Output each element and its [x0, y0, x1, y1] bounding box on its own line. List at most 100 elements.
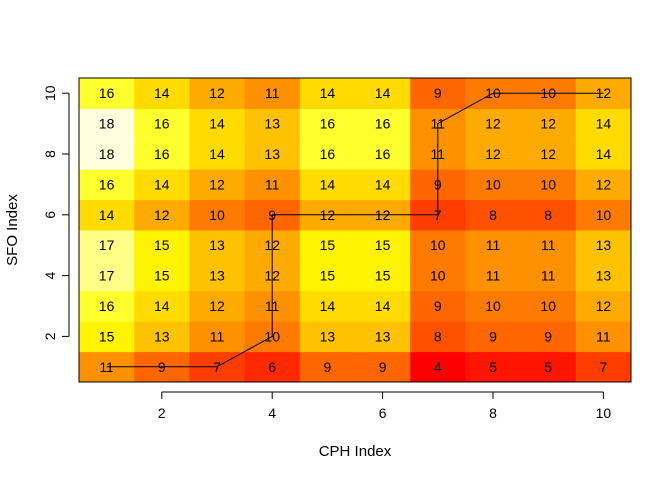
heatmap-cell [520, 290, 577, 322]
cell-value-label: 11 [431, 146, 446, 162]
cell-value-label: 12 [540, 146, 556, 162]
cell-value-label: 12 [209, 298, 225, 314]
heatmap-cell [575, 199, 632, 231]
heatmap-cell [465, 108, 522, 140]
heatmap-cell [520, 169, 577, 201]
cell-value-label: 10 [430, 237, 446, 253]
cell-value-label: 9 [434, 298, 442, 314]
heatmap-cell [134, 260, 190, 292]
cell-value-label: 11 [265, 298, 280, 314]
heatmap-cell [79, 199, 135, 231]
cell-value-label: 16 [154, 116, 170, 132]
heatmap-cell [299, 260, 356, 292]
cell-value-label: 17 [99, 268, 115, 284]
cell-value-label: 12 [596, 85, 612, 101]
cell-value-label: 14 [375, 298, 391, 314]
heatmap-cell [299, 138, 356, 170]
cell-value-label: 9 [324, 359, 332, 375]
heatmap-cell [189, 260, 246, 292]
cell-value-label: 12 [320, 207, 336, 223]
cell-value-label: 16 [375, 116, 391, 132]
heatmap-cell [575, 321, 632, 353]
cell-value-label: 14 [320, 85, 336, 101]
heatmap-cell [410, 290, 466, 322]
heatmap-cell [79, 290, 135, 322]
cell-value-label: 11 [541, 268, 556, 284]
cell-value-label: 15 [375, 268, 391, 284]
cell-value-label: 8 [489, 207, 497, 223]
cell-value-label: 5 [489, 359, 497, 375]
cell-value-label: 9 [158, 359, 166, 375]
heatmap-cell [134, 138, 190, 170]
y-axis: 2 4 6 8 10 [42, 85, 70, 340]
cell-value-label: 11 [431, 116, 446, 132]
cell-value-label: 16 [99, 298, 115, 314]
path-layer [106, 92, 604, 368]
heatmap-cell [79, 138, 135, 170]
heatmap-cell [134, 108, 190, 140]
cell-value-label: 15 [154, 237, 170, 253]
cell-value-label: 8 [544, 207, 552, 223]
x-axis: 2 4 6 8 10 [158, 391, 612, 421]
cell-value-label: 14 [375, 85, 391, 101]
heatmap-cell [520, 260, 577, 292]
heatmap-cell [134, 230, 190, 261]
heatmap-cell [189, 290, 246, 322]
cell-value-label: 16 [320, 116, 336, 132]
cell-value-label: 12 [209, 176, 225, 192]
cell-value-label: 11 [99, 359, 114, 375]
cell-value-label: 14 [209, 146, 225, 162]
cell-value-label: 7 [600, 359, 608, 375]
cell-value-label: 9 [434, 85, 442, 101]
heatmap-cell [189, 108, 246, 140]
x-tick-label: 6 [379, 405, 387, 421]
cell-value-label: 12 [264, 237, 280, 253]
x-tick-label: 10 [596, 405, 612, 421]
heatmap-cell [299, 230, 356, 261]
heatmap-cell [189, 199, 246, 231]
cell-value-label: 18 [99, 116, 115, 132]
cell-value-label: 10 [485, 176, 501, 192]
cell-value-label: 13 [209, 237, 225, 253]
heatmap-cell [299, 78, 356, 109]
heatmap-cell [575, 290, 632, 322]
heatmap-cell [575, 108, 632, 140]
heatmap-cell [189, 230, 246, 261]
cell-value-label: 17 [99, 237, 115, 253]
cell-value-label: 15 [320, 237, 336, 253]
y-tick-label: 4 [42, 271, 58, 279]
cell-value-label: 16 [99, 85, 115, 101]
heatmap-cell [520, 351, 577, 383]
heatmap-cell [299, 290, 356, 322]
y-tick-label: 6 [42, 211, 58, 219]
cell-value-label: 16 [154, 146, 170, 162]
heatmap-cell [355, 351, 411, 383]
cell-value-label: 14 [596, 146, 612, 162]
cell-value-label: 9 [268, 207, 276, 223]
cell-value-label: 10 [430, 268, 446, 284]
cell-value-label: 14 [596, 116, 612, 132]
cell-value-label: 14 [154, 176, 170, 192]
heatmap-cell [134, 169, 190, 201]
cell-value-label: 10 [540, 85, 556, 101]
heatmap-cell [79, 108, 135, 140]
heatmap-cell [465, 351, 522, 383]
heatmap-cell [465, 138, 522, 170]
heatmap-cell [410, 321, 466, 353]
cell-value-label: 7 [213, 359, 221, 375]
heatmap-cell [575, 351, 632, 383]
heatmap-cell [189, 138, 246, 170]
cell-value-label: 11 [265, 176, 280, 192]
y-tick-label: 2 [42, 332, 58, 340]
cell-value-label: 10 [596, 207, 612, 223]
cell-value-label: 15 [375, 237, 391, 253]
heatmap-cell [299, 351, 356, 383]
heatmap-cell [244, 169, 301, 201]
cell-value-label: 11 [265, 85, 280, 101]
cell-value-label: 13 [209, 268, 225, 284]
heatmap-cell [355, 321, 411, 353]
cell-value-label: 11 [541, 237, 556, 253]
cell-value-label: 12 [540, 116, 556, 132]
heatmap-cell [575, 260, 632, 292]
